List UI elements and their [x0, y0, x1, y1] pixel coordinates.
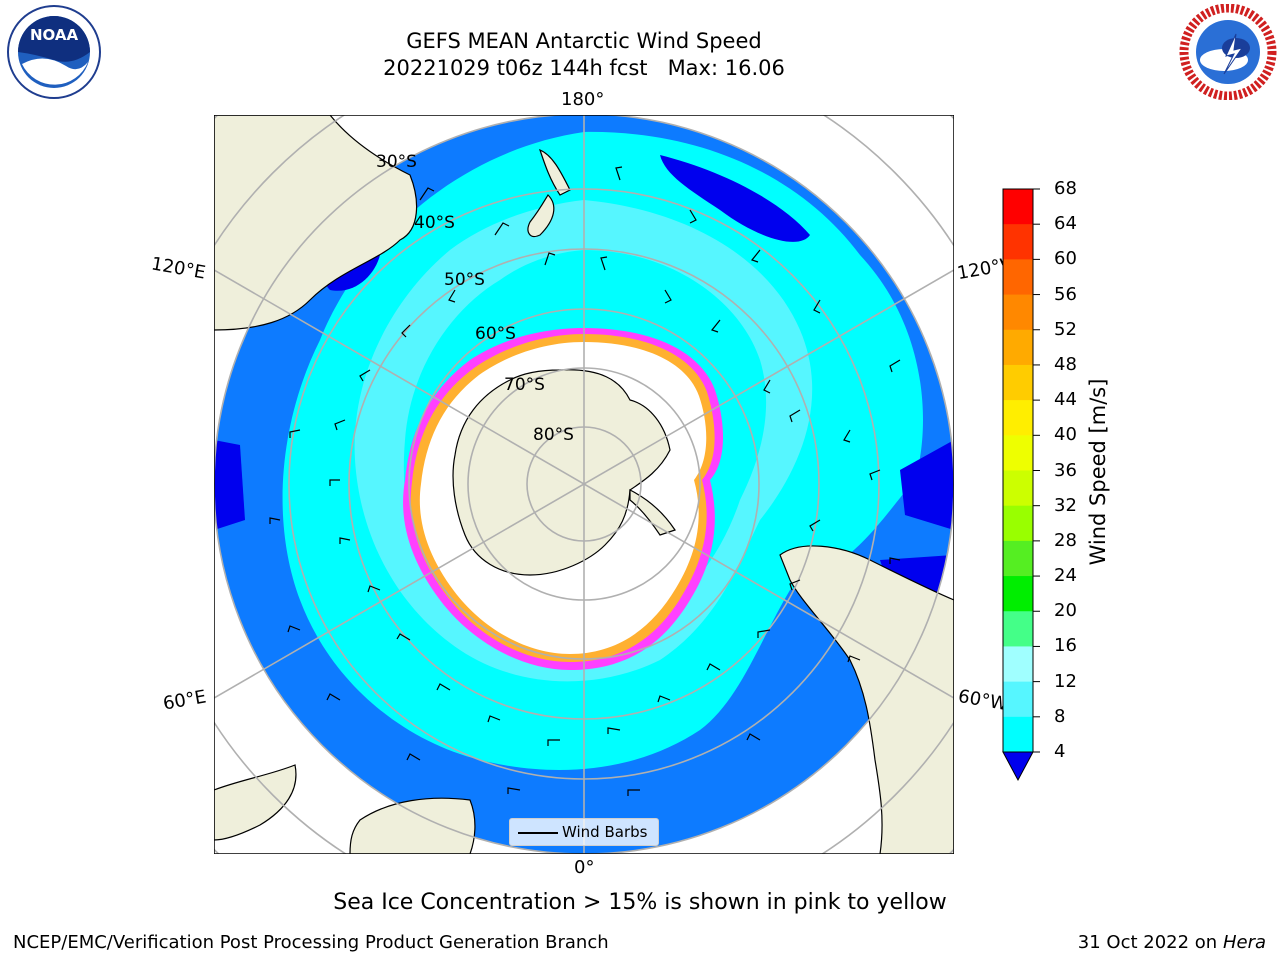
lat-label-40s: 40°S — [414, 213, 455, 233]
chart-title: GEFS MEAN Antarctic Wind Speed — [406, 29, 762, 53]
lat-label-80s: 80°S — [533, 425, 574, 445]
noaa-logo-icon: NOAA — [7, 5, 101, 99]
footer-left: NCEP/EMC/Verification Post Processing Pr… — [13, 932, 609, 953]
colorbar-tick-label: 16 — [1054, 635, 1077, 657]
graticule — [214, 115, 954, 854]
colorbar-swatch — [1003, 470, 1033, 507]
footer-host: Hera — [1222, 932, 1266, 953]
colorbar-tick-label: 36 — [1054, 459, 1077, 481]
colorbar-tick-label: 56 — [1054, 283, 1077, 305]
colorbar-tick-label: 12 — [1054, 670, 1077, 692]
colorbar-tick-label: 28 — [1054, 529, 1077, 551]
legend-label: Wind Barbs — [562, 823, 648, 841]
chart-subtitle: 20221029 t06z 144h fcst Max: 16.06 — [383, 56, 785, 80]
colorbar-tick-label: 48 — [1054, 353, 1077, 375]
lat-label-50s: 50°S — [444, 270, 485, 290]
colorbar-swatch — [1003, 364, 1033, 401]
map-legend: Wind Barbs — [509, 818, 659, 846]
colorbar-swatch — [1003, 189, 1033, 225]
colorbar-tick-label: 60 — [1054, 248, 1077, 270]
colorbar-tick-label: 40 — [1054, 424, 1077, 446]
lat-label-60s: 60°S — [475, 324, 516, 344]
colorbar-tick-label: 32 — [1054, 494, 1077, 516]
colorbar-swatch — [1003, 716, 1033, 753]
colorbar-tick-label: 44 — [1054, 389, 1077, 411]
colorbar-tick-label: 64 — [1054, 213, 1077, 235]
colorbar-swatch — [1003, 259, 1033, 296]
lon-label-0: 0° — [574, 857, 595, 878]
svg-text:NOAA: NOAA — [30, 26, 79, 44]
colorbar-tick-label: 8 — [1054, 705, 1066, 727]
lat-label-70s: 70°S — [504, 375, 545, 395]
colorbar-swatch — [1003, 294, 1033, 331]
colorbar-swatch — [1003, 400, 1033, 436]
colorbar-tick-label: 4 — [1054, 741, 1066, 762]
colorbar-tick-label: 24 — [1054, 565, 1077, 587]
wind-barbs — [269, 166, 901, 796]
land-masses — [214, 115, 954, 854]
footer-date: 31 Oct 2022 on — [1077, 932, 1223, 953]
colorbar-swatch — [1003, 646, 1033, 683]
colorbar-swatch — [1003, 576, 1033, 612]
colorbar-swatch — [1003, 435, 1033, 471]
colorbar-tick-label: 68 — [1054, 178, 1077, 199]
wind-barb-line-icon — [518, 832, 558, 834]
colorbar-swatch — [1003, 540, 1033, 577]
colorbar-tick-label: 52 — [1054, 318, 1077, 340]
colorbar-tick-label: 20 — [1054, 600, 1077, 622]
colorbar-title: Wind Speed [m/s] — [1086, 378, 1110, 566]
colorbar-swatch — [1003, 611, 1033, 647]
lon-label-180: 180° — [561, 89, 605, 110]
nws-logo-icon — [1179, 4, 1277, 100]
colorbar-swatch — [1003, 329, 1033, 366]
lat-label-30s: 30°S — [376, 152, 417, 172]
colorbar-under-triangle — [1002, 751, 1034, 782]
colorbar-swatch — [1003, 224, 1033, 260]
colorbar-swatch — [1003, 681, 1033, 718]
colorbar-swatch — [1003, 505, 1033, 542]
colorbar — [1002, 188, 1040, 782]
sea-ice-caption: Sea Ice Concentration > 15% is shown in … — [333, 890, 947, 915]
footer-right: 31 Oct 2022 on Hera — [1078, 932, 1266, 953]
